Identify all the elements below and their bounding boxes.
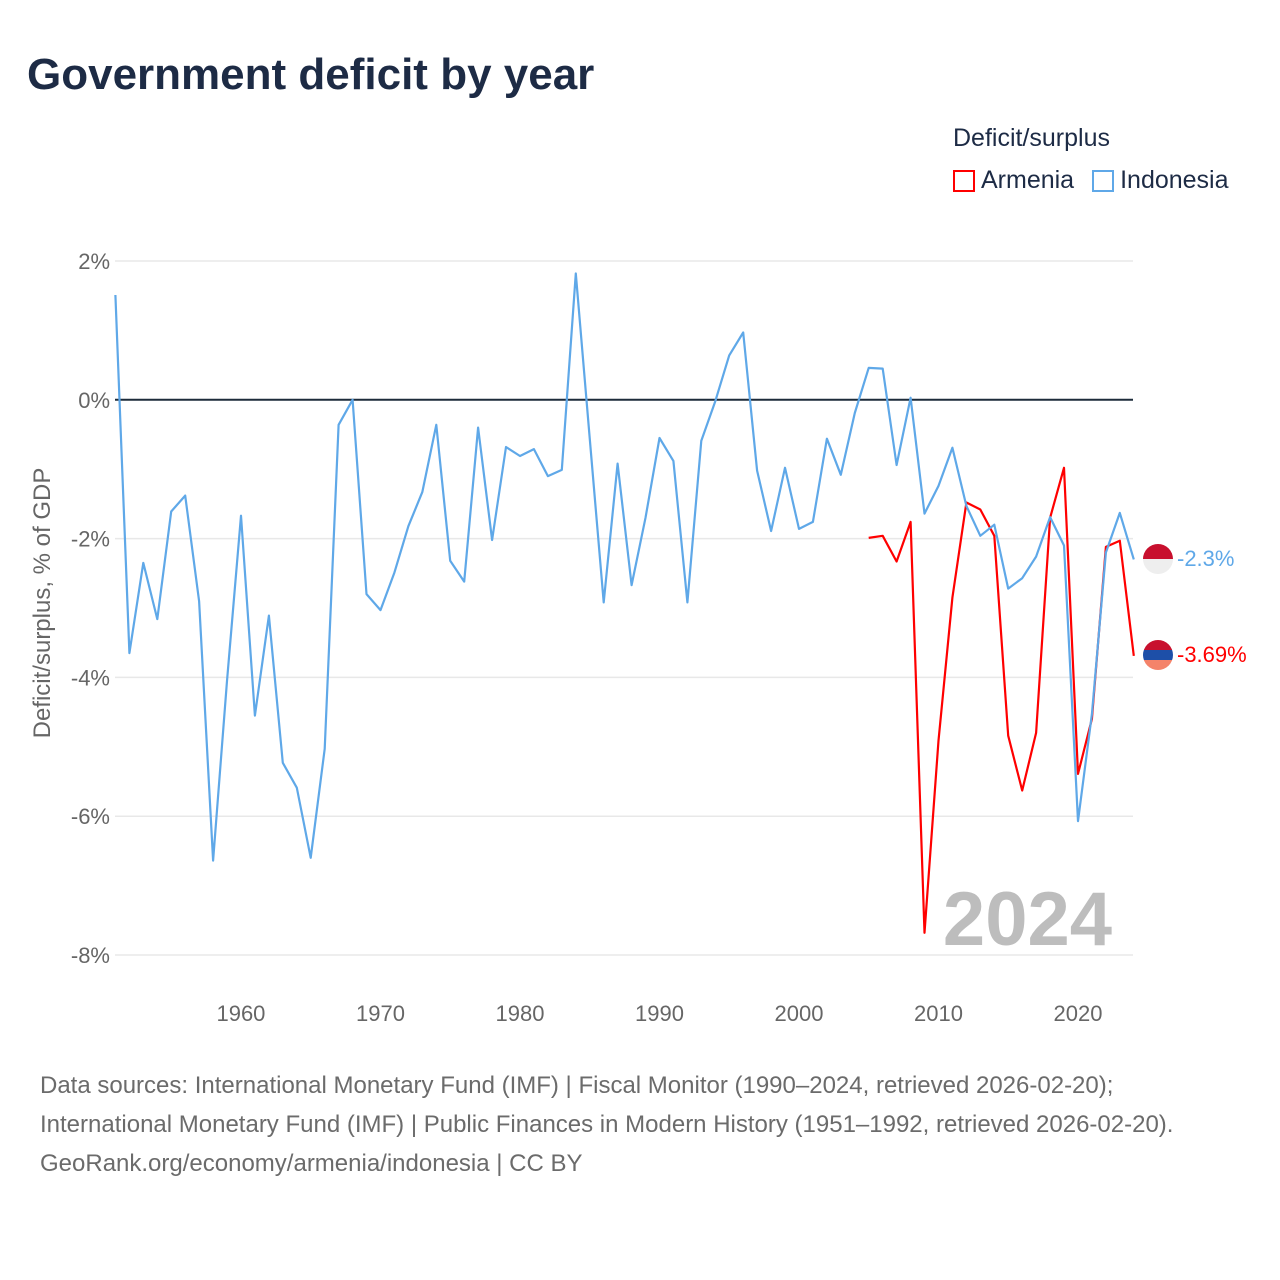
line-chart: 2% 0% -2% -4% -6% -8% 1960 1970 1980 1990 2000 2010… [29, 249, 1247, 1026]
x-tick-label: 1970 [356, 1001, 405, 1026]
footer: Data sources: International Monetary Fun… [40, 1066, 1240, 1183]
x-tick-label: 2020 [1054, 1001, 1103, 1026]
x-tick-label: 1960 [216, 1001, 265, 1026]
legend-title: Deficit/surplus [953, 124, 1110, 152]
y-tick-label: -8% [71, 943, 110, 968]
armenia-swatch-icon [953, 169, 975, 192]
legend-label: Indonesia [1120, 166, 1229, 194]
y-tick-label: -6% [71, 804, 110, 829]
legend-label: Armenia [981, 166, 1075, 194]
data-sources: Data sources: International Monetary Fun… [40, 1072, 1174, 1138]
legend: Armenia Indonesia [953, 166, 1229, 195]
indonesia-swatch-icon [1092, 169, 1115, 192]
x-tick-label: 2000 [775, 1001, 824, 1026]
y-tick-label: -2% [71, 527, 110, 552]
chart-title: Government deficit by year [27, 50, 595, 99]
indonesia-flag-icon [1143, 544, 1173, 574]
x-tick-label: 1980 [495, 1001, 544, 1026]
legend-item-indonesia[interactable]: Indonesia [1092, 166, 1229, 195]
x-tick-label: 1990 [635, 1001, 684, 1026]
armenia-flag-icon [1143, 640, 1173, 670]
y-axis-label: Deficit/surplus, % of GDP [29, 468, 56, 739]
year-watermark: 2024 [943, 877, 1112, 962]
credit-link[interactable]: GeoRank.org/economy/armenia/indonesia | … [40, 1150, 583, 1177]
legend-item-armenia[interactable]: Armenia [953, 166, 1074, 195]
y-tick-label: 2% [78, 249, 110, 274]
indonesia-series-line [114, 272, 1135, 862]
armenia-end-label: -3.69% [1177, 642, 1247, 667]
y-tick-label: 0% [78, 388, 110, 413]
x-tick-label: 2010 [914, 1001, 963, 1026]
y-tick-label: -4% [71, 665, 110, 690]
indonesia-end-label: -2.3% [1177, 546, 1234, 571]
